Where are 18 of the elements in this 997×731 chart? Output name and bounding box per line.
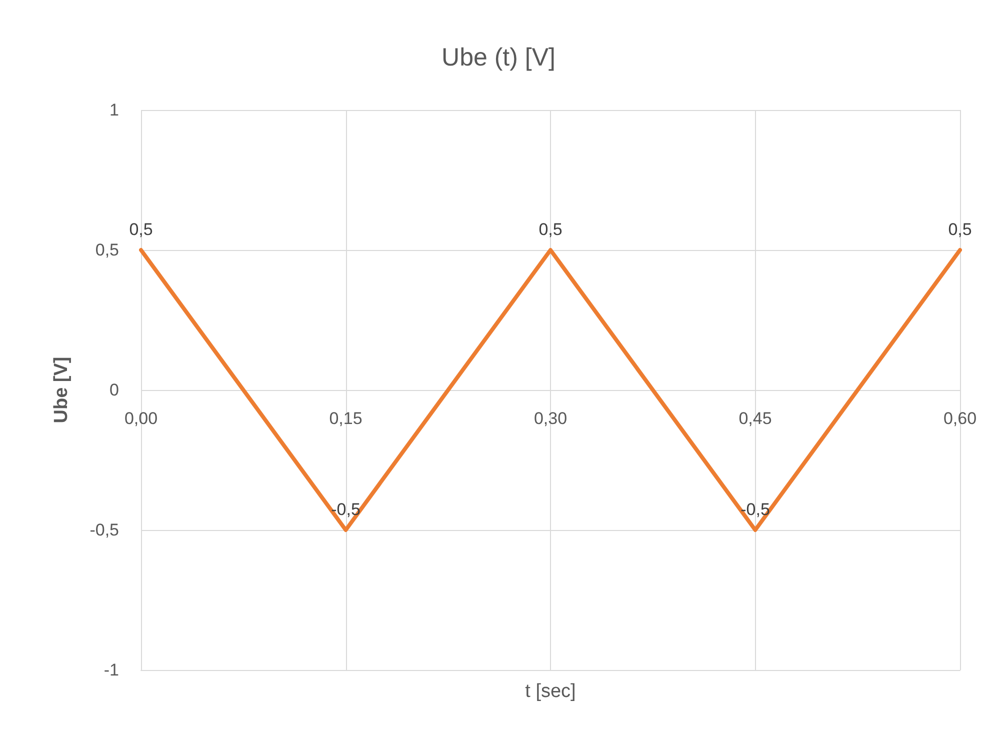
- y-axis-title: Ube [V]: [51, 356, 72, 424]
- y-tick-label: -0,5: [90, 520, 119, 540]
- y-tick-label: 0,5: [95, 240, 119, 260]
- data-label: 0,5: [129, 220, 153, 239]
- data-label: 0,5: [538, 220, 562, 239]
- x-tick-label: 0,30: [534, 409, 568, 428]
- x-tick-label: 0,60: [943, 409, 977, 428]
- y-tick-label: 1: [110, 100, 119, 120]
- chart-title: Ube (t) [V]: [442, 44, 556, 72]
- x-tick-label: 0,45: [738, 409, 772, 428]
- y-tick-label: -1: [104, 660, 119, 680]
- x-tick-label: 0,15: [329, 409, 362, 428]
- data-label: -0,5: [331, 500, 360, 519]
- x-tick-label: 0,00: [124, 409, 158, 428]
- data-label: -0,5: [740, 500, 770, 519]
- x-axis-title: t [sec]: [525, 681, 576, 702]
- y-tick-label: 0: [110, 380, 119, 400]
- data-label: 0,5: [948, 220, 972, 239]
